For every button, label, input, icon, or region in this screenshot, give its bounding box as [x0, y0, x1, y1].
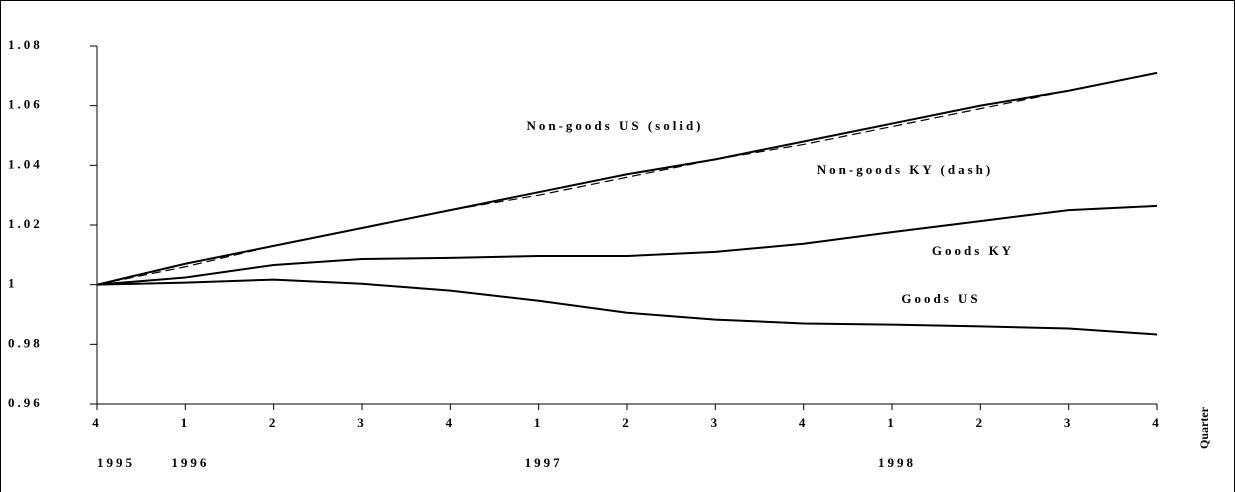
- series-line: [96, 71, 1158, 286]
- x-tick-label: 4: [799, 415, 809, 430]
- x-tick-label: 4: [1152, 415, 1162, 430]
- y-tick-label: 1: [8, 276, 18, 291]
- x-axis-label: Quarter: [1197, 406, 1211, 449]
- x-tick-label: 4: [92, 415, 102, 430]
- x-tick-label: 1: [887, 415, 897, 430]
- series-label: Goods US: [901, 291, 980, 306]
- x-tick-label: 4: [446, 415, 456, 430]
- y-tick-label: 1.08: [8, 37, 43, 52]
- series-line: [96, 204, 1158, 286]
- x-tick-label: 3: [1064, 415, 1074, 430]
- y-tick-label: 0.98: [8, 335, 43, 350]
- x-tick-label: 2: [976, 415, 986, 430]
- year-label: 1996: [171, 455, 209, 470]
- series-label: Goods KY: [932, 243, 1014, 258]
- year-label: 1997: [525, 455, 563, 470]
- series-label: Non-goods US (solid): [526, 118, 703, 133]
- year-label: 1998: [878, 455, 916, 470]
- y-tick-label: 1.06: [8, 97, 43, 112]
- series-line: [96, 278, 1158, 336]
- x-tick-label: 3: [711, 415, 721, 430]
- series-line: [96, 72, 1158, 286]
- x-tick-label: 1: [534, 415, 544, 430]
- x-tick-label: 3: [357, 415, 367, 430]
- x-tick-label: 2: [269, 415, 279, 430]
- y-tick-label: 1.02: [8, 216, 43, 231]
- series-label: Non-goods KY (dash): [817, 162, 993, 177]
- y-tick-label: 0.96: [8, 395, 43, 410]
- y-tick-label: 1.04: [8, 156, 43, 171]
- x-tick-label: 1: [181, 415, 191, 430]
- x-tick-label: 2: [622, 415, 632, 430]
- year-label: 1995: [97, 455, 135, 470]
